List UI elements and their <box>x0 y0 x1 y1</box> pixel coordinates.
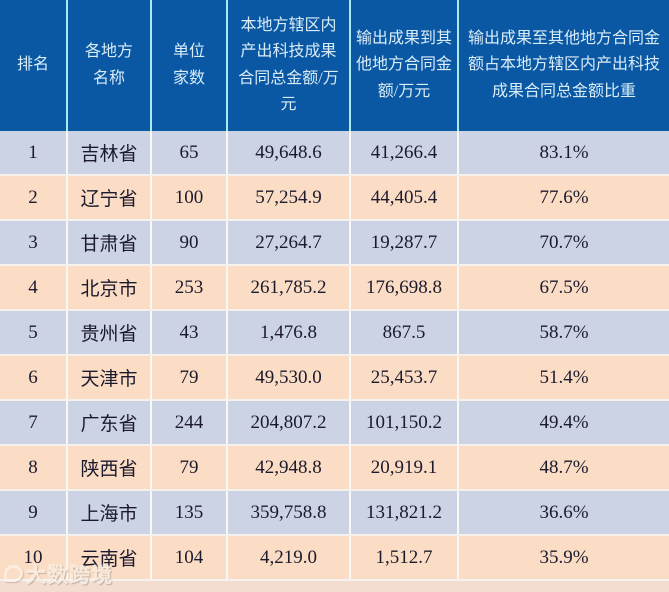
table-row: 5 贵州省 43 1,476.8 867.5 58.7% <box>0 311 669 356</box>
cell-rank: 4 <box>0 266 68 309</box>
cell-region: 天津市 <box>68 356 152 399</box>
cell-local-total: 359,758.8 <box>228 491 351 534</box>
table-row: 6 天津市 79 49,530.0 25,453.7 51.4% <box>0 356 669 401</box>
cell-region: 甘肃省 <box>68 221 152 264</box>
cell-export-ratio: 49.4% <box>539 411 589 433</box>
cell-units: 43 <box>152 311 228 354</box>
header-rank: 排名 <box>0 0 68 131</box>
cell-export-ratio: 58.7% <box>539 321 589 343</box>
cell-export-amount: 44,405.4 <box>351 176 459 219</box>
cell-export-ratio: 35.9% <box>539 546 589 568</box>
cell-rank: 2 <box>0 176 68 219</box>
cell-export-amount: 131,821.2 <box>351 491 459 534</box>
header-export-amount: 输出成果到其他地方合同金额/万元 <box>351 0 459 131</box>
cell-units: 104 <box>152 536 228 579</box>
cell-export-amount: 1,512.7 <box>351 536 459 579</box>
cell-rank: 3 <box>0 221 68 264</box>
cell-units: 79 <box>152 446 228 489</box>
cell-region: 陕西省 <box>68 446 152 489</box>
cell-region: 上海市 <box>68 491 152 534</box>
header-local-output-total: 本地方辖区内产出科技成果合同总金额/万元 <box>228 0 351 131</box>
partial-next-row <box>0 581 669 592</box>
table-row: 2 辽宁省 100 57,254.9 44,405.4 77.6% <box>0 176 669 221</box>
cell-export-ratio: 70.7% <box>539 231 589 253</box>
header-unit-count: 单位家数 <box>152 0 228 131</box>
cell-export-amount: 176,698.8 <box>351 266 459 309</box>
cell-rank: 9 <box>0 491 68 534</box>
cell-export-amount: 20,919.1 <box>351 446 459 489</box>
header-region-name: 各地方名称 <box>68 0 152 131</box>
cell-units: 100 <box>152 176 228 219</box>
cell-export-ratio: 48.7% <box>539 456 589 478</box>
table-header-row: 排名 各地方名称 单位家数 本地方辖区内产出科技成果合同总金额/万元 输出成果到… <box>0 0 669 131</box>
cell-units: 253 <box>152 266 228 309</box>
cell-local-total: 49,648.6 <box>228 131 351 174</box>
cell-local-total: 4,219.0 <box>228 536 351 579</box>
cell-units: 244 <box>152 401 228 444</box>
cell-export-ratio: 51.4% <box>539 366 589 388</box>
cell-region: 广东省 <box>68 401 152 444</box>
table-row: 1 吉林省 65 49,648.6 41,266.4 83.1% <box>0 131 669 176</box>
cell-local-total: 204,807.2 <box>228 401 351 444</box>
cell-local-total: 57,254.9 <box>228 176 351 219</box>
cell-region: 北京市 <box>68 266 152 309</box>
table-row: 9 上海市 135 359,758.8 131,821.2 36.6% <box>0 491 669 536</box>
cell-export-amount: 25,453.7 <box>351 356 459 399</box>
cell-export-ratio: 77.6% <box>539 186 589 208</box>
cell-units: 90 <box>152 221 228 264</box>
table-row: 4 北京市 253 261,785.2 176,698.8 67.5% <box>0 266 669 311</box>
cell-local-total: 42,948.8 <box>228 446 351 489</box>
cell-units: 135 <box>152 491 228 534</box>
header-export-ratio: 输出成果至其他地方合同金额占本地方辖区内产出科技成果合同总金额比重 <box>467 29 660 100</box>
cell-export-amount: 101,150.2 <box>351 401 459 444</box>
cell-rank: 1 <box>0 131 68 174</box>
cell-export-amount: 41,266.4 <box>351 131 459 174</box>
cell-export-ratio: 83.1% <box>539 141 589 163</box>
cell-region: 吉林省 <box>68 131 152 174</box>
cell-rank: 10 <box>0 536 68 579</box>
cell-rank: 6 <box>0 356 68 399</box>
cell-export-amount: 19,287.7 <box>351 221 459 264</box>
table-row: 10 云南省 104 4,219.0 1,512.7 35.9% <box>0 536 669 581</box>
cell-local-total: 27,264.7 <box>228 221 351 264</box>
cell-export-ratio: 36.6% <box>539 501 589 523</box>
cell-units: 79 <box>152 356 228 399</box>
cell-rank: 7 <box>0 401 68 444</box>
cell-rank: 5 <box>0 311 68 354</box>
table-row: 7 广东省 244 204,807.2 101,150.2 49.4% <box>0 401 669 446</box>
cell-region: 贵州省 <box>68 311 152 354</box>
cell-export-amount: 867.5 <box>351 311 459 354</box>
cell-local-total: 1,476.8 <box>228 311 351 354</box>
cell-region: 辽宁省 <box>68 176 152 219</box>
table-row: 3 甘肃省 90 27,264.7 19,287.7 70.7% <box>0 221 669 266</box>
cell-rank: 8 <box>0 446 68 489</box>
cell-region: 云南省 <box>68 536 152 579</box>
table-row: 8 陕西省 79 42,948.8 20,919.1 48.7% <box>0 446 669 491</box>
cell-local-total: 49,530.0 <box>228 356 351 399</box>
cell-export-ratio: 67.5% <box>539 276 589 298</box>
cell-local-total: 261,785.2 <box>228 266 351 309</box>
cell-units: 65 <box>152 131 228 174</box>
